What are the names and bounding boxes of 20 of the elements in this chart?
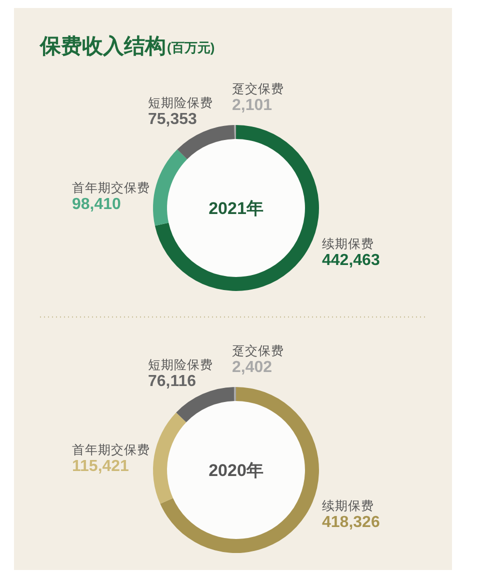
data-label: 2,402	[232, 359, 272, 376]
data-label: 76,116	[148, 373, 196, 390]
slice-label: 续期保费	[322, 499, 374, 513]
chart-title: 保费收入结构	[39, 35, 166, 58]
slice-label: 续期保费	[322, 237, 374, 251]
data-label: 2,101	[232, 97, 272, 114]
data-label: 115,421	[72, 458, 130, 475]
slice-label: 趸交保费	[232, 81, 284, 96]
data-label: 418,326	[322, 514, 380, 531]
text: 2021年	[208, 199, 264, 218]
data-label: 75,353	[148, 111, 198, 128]
text: 2020年	[208, 461, 264, 480]
slice-label: 趸交保费	[232, 343, 284, 358]
slice-label: 首年期交保费	[72, 442, 150, 457]
data-label: 98,410	[72, 196, 122, 213]
slice-label: 短期险保费	[148, 358, 213, 372]
data-label: 442,463	[322, 252, 380, 269]
slice-label: 短期险保费	[148, 96, 213, 110]
slice-label: 首年期交保费	[72, 180, 150, 195]
chart-subtitle: (百万元)	[167, 40, 215, 55]
